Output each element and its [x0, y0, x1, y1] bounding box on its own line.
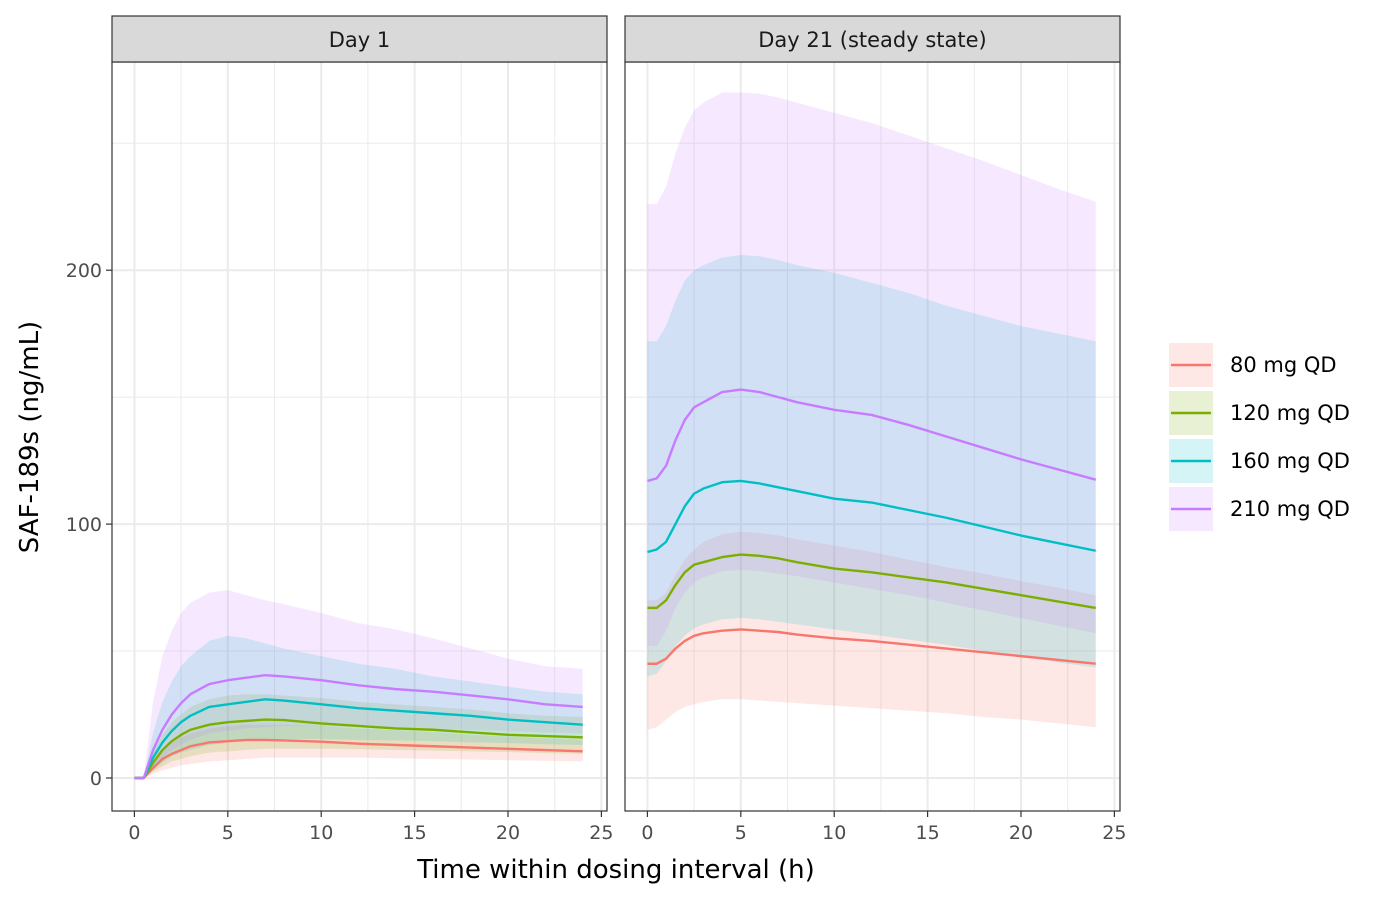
legend-item-120-mg-qd: 120 mg QD: [1169, 391, 1350, 435]
legend-label: 210 mg QD: [1230, 497, 1350, 521]
ribbon-160-mg-qd: [134, 635, 583, 778]
panel-background: [625, 62, 1120, 811]
median-line-80-mg-qd: [647, 628, 1096, 665]
legend-label: 120 mg QD: [1230, 401, 1350, 425]
ribbon-210-mg-qd: [134, 590, 583, 778]
median-line-210-mg-qd: [647, 388, 1097, 483]
x-tick-label: 0: [641, 822, 653, 844]
x-axis-title: Time within dosing interval (h): [416, 855, 815, 885]
x-tick-label: 20: [1009, 822, 1033, 844]
strip-background: [624, 15, 1121, 63]
median-lines: [647, 388, 1097, 665]
x-tick-label: 25: [1102, 822, 1126, 844]
y-tick-label: 200: [66, 260, 102, 282]
x-tick-label: 10: [822, 822, 846, 844]
median-line-160-mg-qd: [647, 479, 1096, 554]
strip-label: Day 21 (steady state): [758, 28, 987, 52]
ribbon-210-mg-qd: [647, 92, 1096, 646]
legend-label: 80 mg QD: [1230, 353, 1337, 377]
legend-item-160-mg-qd: 160 mg QD: [1169, 439, 1350, 483]
x-tick-label: 5: [735, 822, 747, 844]
ribbons: [647, 92, 1096, 730]
x-tick-label: 15: [916, 822, 940, 844]
legend-item-210-mg-qd: 210 mg QD: [1169, 487, 1350, 531]
ribbon-160-mg-qd: [647, 254, 1096, 677]
median-line-210-mg-qd: [134, 673, 583, 780]
median-lines: [134, 673, 583, 780]
ribbon-80-mg-qd: [647, 531, 1096, 730]
strip-label: Day 1: [329, 28, 391, 52]
legend-label: 160 mg QD: [1230, 449, 1350, 473]
legend-item-80-mg-qd: 80 mg QD: [1169, 343, 1337, 387]
median-line-80-mg-qd: [134, 738, 583, 780]
y-tick-label: 0: [90, 768, 102, 790]
x-tick-label: 10: [309, 822, 333, 844]
panel-day-1: Day 1: [111, 15, 608, 812]
panel-day-21-steady-state: Day 21 (steady state): [624, 15, 1121, 812]
x-tick-label: 25: [589, 822, 613, 844]
x-tick-label: 20: [496, 822, 520, 844]
y-tick-label: 100: [66, 514, 102, 536]
median-line-160-mg-qd: [134, 698, 583, 780]
x-tick-label: 5: [222, 822, 234, 844]
axes-layer: 0 5 10 15 20 25 0 100 200 0 5 10 15 20 25: [66, 260, 1127, 844]
legend: 80 mg QD 120 mg QD 160 mg QD 210 mg QD: [1169, 343, 1350, 531]
ribbon-80-mg-qd: [134, 724, 583, 778]
x-tick-label: 0: [128, 822, 140, 844]
x-tick-label: 15: [403, 822, 427, 844]
median-line-120-mg-qd: [647, 553, 1096, 610]
y-axis-title: SAF-189s (ng/mL): [15, 321, 45, 553]
panels-layer: Day 1 Day 21 (steady state): [111, 15, 1121, 812]
strip-background: [111, 15, 608, 63]
median-line-120-mg-qd: [134, 718, 583, 780]
